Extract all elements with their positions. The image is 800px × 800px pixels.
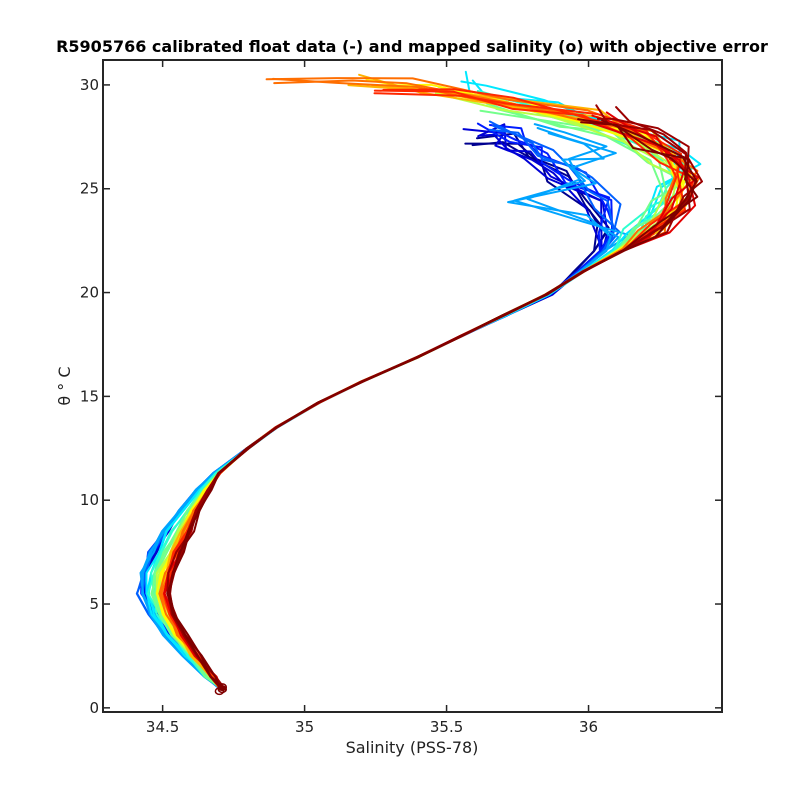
chart-title: R5905766 calibrated float data (-) and m… (56, 37, 768, 56)
y-tick-label: 30 (80, 76, 99, 94)
mapped-salinity-point (214, 687, 225, 696)
x-tick-label: 35.5 (430, 718, 463, 736)
plot-area: 34.5 35 35.5 36 0 5 10 15 20 25 30 (80, 59, 723, 736)
x-tick-label: 35 (295, 718, 314, 736)
y-tick-label: 15 (80, 387, 99, 405)
y-tick-label: 5 (89, 595, 99, 613)
mapped-salinity-point (217, 683, 228, 692)
y-tick-label: 0 (89, 699, 99, 717)
ticks-layer: 34.5 35 35.5 36 0 5 10 15 20 25 30 (80, 60, 722, 736)
series-layer (135, 70, 703, 691)
x-tick-label: 36 (579, 718, 598, 736)
y-tick-label: 20 (80, 284, 99, 302)
x-axis-label: Salinity (PSS-78) (346, 738, 479, 757)
profile-line (167, 119, 699, 691)
axes-box (103, 60, 722, 712)
x-tick-label: 34.5 (146, 718, 179, 736)
y-axis-label: θ ° C (55, 366, 74, 405)
y-tick-label: 25 (80, 180, 99, 198)
mapped-salinity-layer (214, 683, 228, 696)
axes-frame (102, 59, 723, 713)
y-tick-label: 10 (80, 491, 99, 509)
